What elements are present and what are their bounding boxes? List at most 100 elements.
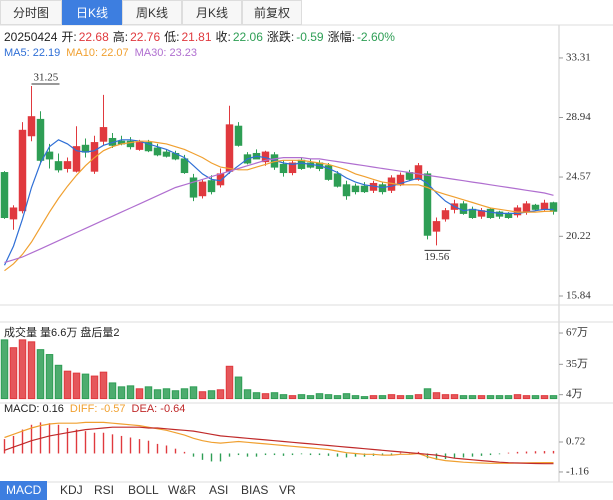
quote-value: 22.76	[130, 30, 161, 44]
candle-body	[54, 161, 63, 171]
volume-bar	[225, 365, 234, 400]
quote-value: 21.81	[181, 30, 212, 44]
candle-body	[9, 207, 18, 220]
volume-bar	[279, 394, 288, 400]
y-tick-label: -1.16	[566, 465, 589, 477]
volume-bar	[315, 393, 324, 400]
volume-bar	[270, 392, 279, 400]
y-tick-label: 4万	[566, 388, 583, 400]
indicator-tab[interactable]: BIAS	[241, 483, 269, 497]
indicator-tab[interactable]: KDJ	[60, 483, 83, 497]
candle-body	[423, 173, 432, 236]
volume-bar	[99, 371, 108, 400]
volume-bar	[288, 395, 297, 400]
y-tick-label: 33.31	[566, 51, 591, 63]
quote-label: 涨幅:	[327, 30, 355, 44]
period-tab[interactable]: 周K线	[122, 0, 182, 25]
candle-body	[414, 165, 423, 180]
candle-body	[189, 177, 198, 198]
candle-body	[351, 185, 360, 193]
candle-body	[531, 204, 540, 210]
y-tick-label: 24.57	[566, 171, 591, 183]
candle-body	[495, 211, 504, 217]
y-tick-label: 0.72	[566, 436, 585, 448]
volume-bar	[414, 394, 423, 400]
candle-body	[99, 127, 108, 142]
candle-body	[144, 142, 153, 152]
volume-bar	[72, 372, 81, 400]
volume-bar	[252, 392, 261, 400]
period-tab[interactable]: 月K线	[182, 0, 242, 25]
volume-bar	[432, 392, 441, 400]
period-tab[interactable]: 前复权	[242, 0, 302, 25]
indicator-tab[interactable]: VR	[279, 483, 296, 497]
candle-body	[540, 202, 549, 210]
candle-body	[63, 161, 72, 169]
volume-bar	[441, 394, 450, 400]
indicator-tab[interactable]: BOLL	[128, 483, 159, 497]
period-tab[interactable]: 分时图	[0, 0, 62, 25]
volume-bar	[243, 389, 252, 400]
volume-bar	[396, 395, 405, 400]
volume-bar	[36, 349, 45, 400]
quote-date: 20250424	[4, 30, 58, 44]
volume-bar	[360, 396, 369, 400]
legend-entry: MA5: 22.19	[4, 47, 61, 59]
volume-bar	[126, 385, 135, 400]
y-tick-label: 67万	[566, 327, 588, 339]
volume-bar	[45, 354, 54, 400]
quote-value: -0.59	[296, 30, 324, 44]
quote-value: 22.06	[232, 30, 263, 44]
quote-label: 高:	[112, 30, 129, 44]
candle-body	[198, 181, 207, 197]
high-label: 31.25	[34, 72, 59, 84]
candle-body	[180, 158, 189, 174]
indicator-tab[interactable]: RSI	[94, 483, 115, 497]
candle-body	[18, 129, 27, 212]
quote-label: 开:	[61, 30, 77, 44]
volume-bar	[171, 390, 180, 400]
volume-bar	[198, 391, 207, 400]
candle-body	[441, 210, 450, 220]
candle-body	[504, 212, 513, 219]
candle-body	[288, 162, 297, 174]
volume-bar	[18, 339, 27, 400]
volume-bar	[333, 395, 342, 400]
candle-body	[279, 163, 288, 174]
candle-body	[225, 124, 234, 172]
indicator-tab[interactable]: W&R	[168, 483, 196, 497]
volume-bar	[459, 395, 468, 400]
quote-value: 22.68	[78, 30, 109, 44]
line	[4, 421, 554, 464]
volume-bar	[513, 394, 522, 400]
candle-body	[0, 172, 9, 219]
quote-label: 收:	[215, 30, 231, 44]
line	[3, 139, 554, 266]
volume-bar	[324, 394, 333, 400]
indicator-tab[interactable]: MACD	[0, 481, 48, 500]
legend-entry: DEA: -0.64	[131, 403, 186, 415]
volume-bar	[369, 395, 378, 400]
volume-bar	[486, 395, 495, 400]
line	[4, 140, 554, 272]
legend-entry: MA30: 23.23	[134, 47, 198, 59]
volume-bar	[189, 386, 198, 400]
candle-body	[234, 125, 243, 146]
volume-bar	[405, 395, 414, 400]
volume-bar	[135, 388, 144, 400]
candle-body	[162, 151, 171, 157]
volume-bar	[54, 364, 63, 400]
period-tab[interactable]: 日K线	[62, 0, 122, 25]
legend-entry: DIFF: -0.57	[69, 403, 126, 415]
volume-bar	[423, 388, 432, 400]
volume-bar	[261, 393, 270, 400]
volume-bar	[306, 395, 315, 400]
candle-body	[405, 172, 414, 180]
volume-bar	[108, 382, 117, 400]
candle-body	[486, 208, 495, 219]
indicator-tab[interactable]: ASI	[209, 483, 229, 497]
candle-body	[459, 203, 468, 214]
candle-body	[72, 146, 81, 172]
candle-body	[81, 144, 90, 153]
volume-legend: 成交量 量6.6万 盘后量2	[4, 324, 124, 340]
